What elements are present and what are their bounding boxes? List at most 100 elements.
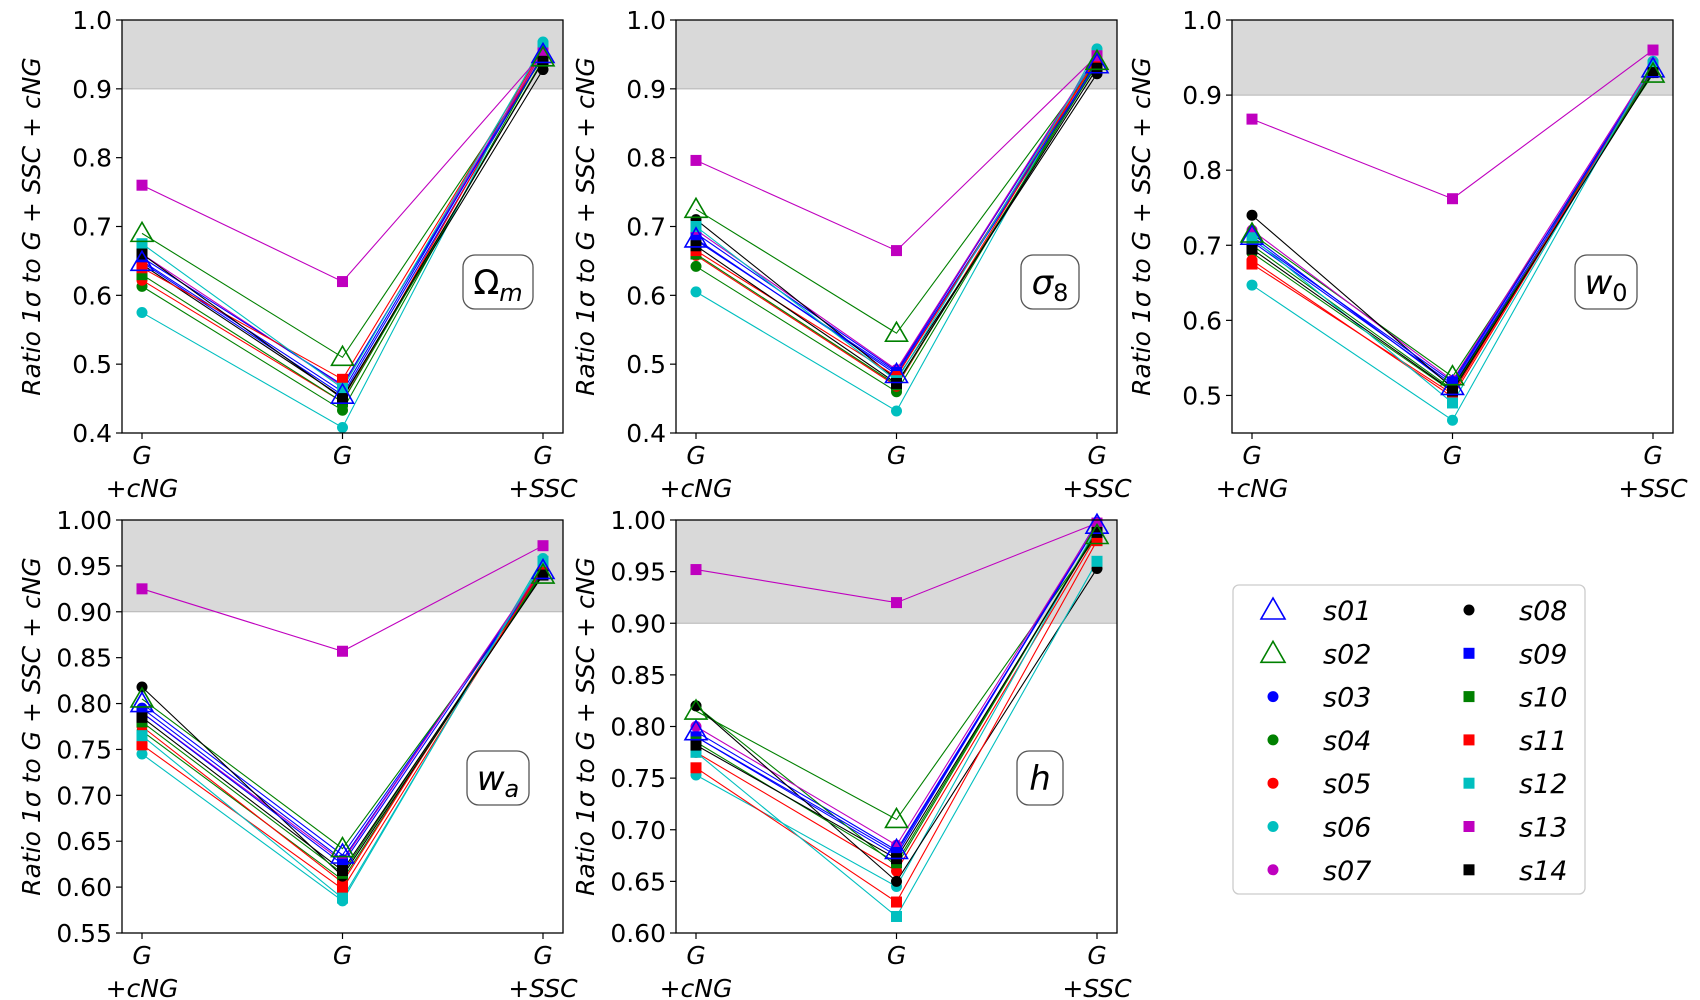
series-line-s05 (141, 50, 544, 403)
legend-marker (1267, 777, 1279, 789)
y-tick-label: 0.5 (72, 350, 112, 379)
param-badge-label: σ8 (1032, 263, 1069, 307)
marker-s13-1 (690, 154, 702, 166)
marker-s14-1 (690, 240, 702, 252)
x-tick-label: +cNG (106, 474, 179, 503)
marker-s14-2 (337, 393, 348, 405)
marker-s13-2 (337, 276, 348, 288)
marker-s02-1 (1239, 221, 1265, 243)
legend-marker (1259, 596, 1287, 620)
marker-s01-2 (330, 842, 355, 864)
legend-label: s01 (1323, 596, 1371, 627)
series-line-s12 (1251, 64, 1654, 404)
legend-item-s13: s13 (1463, 813, 1567, 844)
panel-5: 0.60 0.65 0.70 0.75 0.80 0.85 0.90 0.95 1.00 G +cN… (571, 506, 1132, 1000)
marker-s01-1 (683, 226, 709, 248)
marker-s01-1 (1239, 223, 1265, 246)
y-axis-label: Ratio 1σ to G + SSC + cNG (17, 57, 46, 396)
marker-s14-2 (337, 865, 348, 877)
marker-s02-3 (530, 562, 556, 584)
y-tick-label: 0.6 (72, 281, 112, 310)
marker-s12-3 (537, 555, 549, 567)
marker-s07-1 (690, 721, 702, 732)
param-badge-box (1016, 750, 1064, 806)
series-line-s11 (141, 567, 544, 890)
legend-marker (1463, 604, 1475, 616)
y-axis-label: Ratio 1σ to G + SSC + cNG (1127, 57, 1156, 396)
x-tick-label: G (132, 441, 151, 470)
marker-s02-1 (129, 686, 155, 708)
series-line-s08 (141, 69, 544, 398)
marker-s01-1 (683, 719, 709, 741)
param-badge-box (466, 750, 530, 806)
series-line-s06 (141, 41, 544, 429)
legend-item-s10: s10 (1463, 683, 1567, 714)
y-tick-label: 0.9 (1182, 81, 1222, 110)
marker-s09-2 (891, 846, 902, 858)
legend-marker (1267, 864, 1279, 876)
marker-s12-2 (337, 892, 348, 904)
series-line-s14 (1251, 72, 1654, 392)
y-tick-label: 0.80 (56, 690, 112, 719)
y-tick-label: 1.0 (626, 6, 666, 35)
marker-s14-1 (136, 711, 148, 723)
series-line-s11 (1251, 66, 1654, 395)
x-tick-label: G (686, 941, 705, 970)
y-axis-label: Ratio 1σ to G + SSC + cNG (17, 557, 46, 896)
marker-s09-2 (1447, 376, 1458, 388)
marker-s01-3 (1084, 512, 1110, 534)
legend-marker (1463, 647, 1475, 659)
panel-2: 0.4 0.5 0.6 0.7 0.8 0.9 1.0 G +cNG G G +SSC Ratio 1σ… (571, 6, 1132, 503)
y-tick-label: 0.70 (56, 781, 112, 810)
series-line-s09 (141, 55, 544, 386)
legend: s01 s02 s03 s04 s05 s06 s07 s08 s09 s10 s11 s12 s13 s… (1232, 584, 1586, 895)
x-tick-label: G (1643, 441, 1662, 470)
marker-s06-1 (1246, 279, 1258, 291)
y-tick-label: 0.55 (56, 919, 112, 948)
legend-marker (1463, 777, 1475, 789)
panels: 0.4 0.5 0.6 0.7 0.8 0.9 1.0 G +cNG G G +SSC Ratio 1σ… (17, 6, 1688, 1000)
marker-s06-2 (891, 405, 902, 417)
marker-s06-1 (136, 307, 148, 319)
series-line-s14 (141, 574, 544, 872)
marker-s01-2 (330, 382, 355, 404)
marker-s01-3 (1084, 52, 1110, 74)
legend-item-s12: s12 (1463, 769, 1567, 800)
legend-item-s11: s11 (1463, 726, 1567, 757)
param-badge-box (462, 254, 534, 310)
marker-s11-3 (1091, 535, 1103, 547)
series-line-s02 (141, 574, 544, 850)
marker-s14-1 (690, 739, 702, 751)
marker-s14-1 (136, 248, 148, 260)
series-line-s10 (1251, 70, 1654, 391)
series-line-s09 (141, 569, 544, 865)
marker-s13-1 (136, 583, 148, 595)
x-tick-label: G (333, 441, 352, 470)
marker-s11-1 (690, 762, 702, 774)
legend-item-s06: s06 (1267, 813, 1371, 844)
series-line-s01 (1251, 68, 1654, 388)
legend-label: s07 (1323, 856, 1371, 887)
series-line-s10 (695, 64, 1098, 386)
marker-s12-1 (136, 238, 148, 250)
marker-s12-1 (1246, 232, 1258, 244)
marker-s01-1 (129, 690, 155, 713)
x-tick-label: G (887, 941, 906, 970)
marker-s06-2 (337, 421, 348, 433)
legend-item-s02: s02 (1259, 639, 1371, 670)
x-tick-label: +cNG (660, 474, 733, 503)
shaded-band (122, 520, 563, 612)
x-tick-label: +cNG (1216, 474, 1289, 503)
series-line-s01 (141, 54, 544, 396)
marker-s14-3 (1091, 62, 1103, 74)
x-tick-label: G (686, 441, 705, 470)
x-tick-label: G (533, 441, 552, 470)
panel-3: 0.5 0.6 0.7 0.8 0.9 1.0 G +cNG G G +SSC Ratio 1σ to… (1127, 6, 1688, 503)
x-tick-label: +SSC (1062, 974, 1132, 1000)
series-line-s12 (141, 45, 544, 390)
marker-s02-2 (884, 806, 909, 829)
marker-s13-2 (337, 645, 348, 657)
y-tick-label: 0.6 (1182, 306, 1222, 335)
marker-s12-3 (1647, 59, 1659, 71)
marker-s11-3 (537, 562, 549, 574)
